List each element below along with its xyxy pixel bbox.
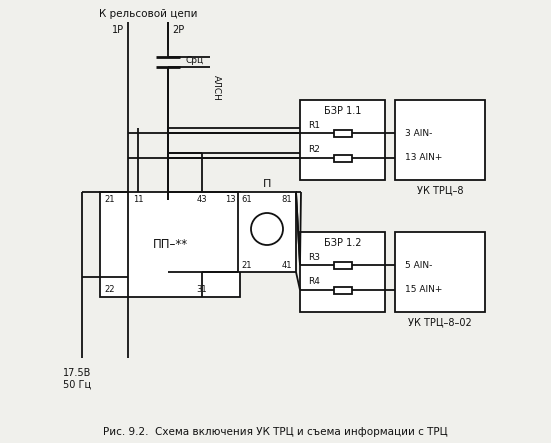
Text: 3 AIN-: 3 AIN- (405, 128, 433, 137)
Text: 1Р: 1Р (112, 25, 124, 35)
Text: УК ТРЦ–8: УК ТРЦ–8 (417, 185, 463, 195)
Text: 22: 22 (105, 285, 115, 295)
Text: 13: 13 (225, 194, 235, 203)
Text: ПП–**: ПП–** (153, 238, 187, 251)
Text: R2: R2 (308, 145, 320, 155)
Bar (395, 232, 485, 312)
Text: П: П (263, 179, 271, 189)
Bar (238, 192, 296, 272)
Text: УК ТРЦ–8–02: УК ТРЦ–8–02 (408, 317, 472, 327)
Text: БЗР 1.1: БЗР 1.1 (324, 106, 361, 116)
Bar (333, 287, 352, 294)
Text: 13 AIN+: 13 AIN+ (405, 154, 442, 163)
Text: 2Р: 2Р (172, 25, 184, 35)
Text: 21: 21 (105, 194, 115, 203)
Text: Рис. 9.2.  Схема включения УК ТРЦ и съема информации с ТРЦ: Рис. 9.2. Схема включения УК ТРЦ и съема… (102, 427, 447, 437)
Text: R1: R1 (308, 120, 320, 129)
Text: 17.5В
50 Гц: 17.5В 50 Гц (63, 368, 91, 389)
Text: 43: 43 (197, 194, 207, 203)
Text: 31: 31 (197, 285, 207, 295)
Text: 11: 11 (133, 194, 143, 203)
Text: 81: 81 (282, 194, 293, 203)
Bar (100, 192, 240, 297)
Text: 41: 41 (282, 260, 292, 269)
Bar (395, 100, 485, 180)
Bar (300, 232, 385, 312)
Text: 21: 21 (242, 260, 252, 269)
Text: К рельсовой цепи: К рельсовой цепи (99, 9, 197, 19)
Text: 61: 61 (242, 194, 252, 203)
Text: Срц: Срц (186, 55, 204, 65)
Text: 15 AIN+: 15 AIN+ (405, 285, 442, 295)
Bar (300, 100, 385, 180)
Text: АЛСН: АЛСН (212, 75, 220, 101)
Bar (333, 129, 352, 136)
Bar (333, 155, 352, 162)
Text: R3: R3 (308, 253, 320, 261)
Text: R4: R4 (308, 277, 320, 287)
Text: БЗР 1.2: БЗР 1.2 (324, 238, 361, 248)
Bar (333, 261, 352, 268)
Text: 5 AIN-: 5 AIN- (405, 260, 433, 269)
